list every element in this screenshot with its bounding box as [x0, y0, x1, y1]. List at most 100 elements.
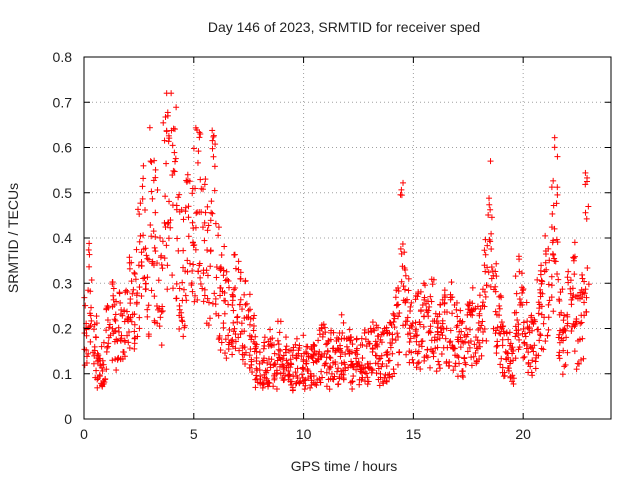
data-point [316, 348, 323, 355]
data-point [378, 352, 385, 359]
data-point [279, 355, 286, 362]
data-point [548, 184, 555, 191]
data-point [414, 293, 421, 300]
data-point [493, 260, 500, 267]
data-point [161, 137, 168, 144]
data-point [307, 384, 314, 391]
data-point [237, 331, 244, 338]
data-point [110, 292, 117, 299]
data-point [583, 178, 590, 185]
data-point [569, 294, 576, 301]
data-point [172, 155, 179, 162]
data-point [488, 230, 495, 237]
data-point [492, 283, 499, 290]
data-point [271, 361, 278, 368]
y-tick-label: 0.1 [53, 366, 73, 382]
data-point [400, 179, 407, 186]
data-point [323, 341, 330, 348]
data-point [134, 290, 141, 297]
data-point [585, 203, 592, 210]
y-tick-label: 0.5 [53, 185, 73, 201]
data-point [391, 324, 398, 331]
data-point [282, 334, 289, 341]
data-point [230, 307, 237, 314]
data-point [358, 362, 365, 369]
data-point [213, 274, 220, 281]
data-point [399, 263, 406, 270]
data-point [93, 334, 100, 341]
data-point [159, 303, 166, 310]
data-point [392, 294, 399, 301]
data-point [121, 353, 128, 360]
data-point [513, 327, 520, 334]
data-point [529, 327, 536, 334]
data-point [129, 311, 136, 318]
data-point [241, 351, 248, 358]
data-point [515, 321, 522, 328]
data-point [113, 298, 120, 305]
data-point [538, 277, 545, 284]
data-point [158, 308, 165, 315]
data-point [458, 328, 465, 335]
data-point [564, 320, 571, 327]
data-point [530, 348, 537, 355]
data-point [206, 315, 213, 322]
data-point [211, 163, 218, 170]
data-point [148, 188, 155, 195]
data-point [96, 372, 103, 379]
data-point [555, 334, 562, 341]
data-point [458, 320, 465, 327]
data-point [101, 379, 108, 386]
data-point [561, 312, 568, 319]
data-point [389, 350, 396, 357]
data-point [544, 332, 551, 339]
data-point [492, 308, 499, 315]
data-point [574, 360, 581, 367]
data-point [253, 348, 260, 355]
data-point [253, 354, 260, 361]
data-point [208, 209, 215, 216]
data-point [391, 315, 398, 322]
data-point [481, 262, 488, 269]
data-point [157, 234, 164, 241]
data-point [127, 300, 134, 307]
data-point [408, 349, 415, 356]
data-point [179, 279, 186, 286]
data-point [274, 357, 281, 364]
data-point [454, 313, 461, 320]
data-point [464, 348, 471, 355]
data-point [481, 288, 488, 295]
data-point [174, 235, 181, 242]
data-point [482, 251, 489, 258]
data-point [377, 370, 384, 377]
data-point [286, 372, 293, 379]
data-point [176, 325, 183, 332]
data-point [159, 307, 166, 314]
data-point [421, 296, 428, 303]
data-point [292, 380, 299, 387]
data-point [300, 356, 307, 363]
data-point [535, 299, 542, 306]
data-point [212, 141, 219, 148]
data-point [310, 352, 317, 359]
data-point [570, 255, 577, 262]
data-point [473, 345, 480, 352]
data-point [242, 360, 249, 367]
data-point [551, 225, 558, 232]
data-point [248, 336, 255, 343]
data-point [239, 306, 246, 313]
data-point [519, 289, 526, 296]
data-point [143, 252, 150, 259]
data-point [472, 305, 479, 312]
data-point [144, 306, 151, 313]
data-point [402, 299, 409, 306]
data-point [561, 363, 568, 370]
data-point [523, 299, 530, 306]
data-point [416, 341, 423, 348]
data-point [338, 349, 345, 356]
data-point [222, 297, 229, 304]
data-point [340, 371, 347, 378]
data-point [457, 334, 464, 341]
data-point [314, 355, 321, 362]
data-point [199, 224, 206, 231]
